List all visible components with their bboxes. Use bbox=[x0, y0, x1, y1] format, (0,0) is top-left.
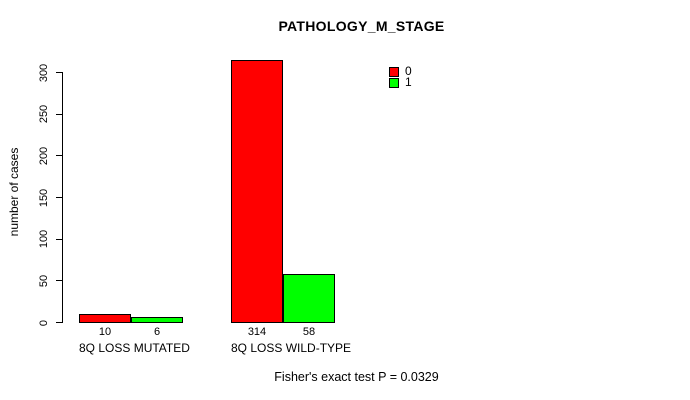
y-axis-label: number of cases bbox=[7, 147, 21, 237]
bar-count-label: 314 bbox=[247, 326, 267, 338]
y-tick bbox=[56, 322, 62, 323]
x-category-label: 8Q LOSS WILD-TYPE bbox=[231, 341, 352, 355]
y-tick bbox=[56, 113, 62, 115]
legend-item: 0 bbox=[389, 64, 412, 78]
y-tick-label: 200 bbox=[38, 146, 50, 166]
y-tick-label: 100 bbox=[38, 229, 50, 249]
stat-annotation: Fisher's exact test P = 0.0329 bbox=[274, 370, 439, 384]
bar-count-label: 6 bbox=[153, 326, 161, 338]
bar-1-0 bbox=[131, 317, 183, 323]
y-tick bbox=[56, 197, 62, 198]
legend-label: 1 bbox=[405, 75, 412, 89]
legend-swatch-icon bbox=[389, 66, 399, 77]
legend-item: 1 bbox=[389, 75, 412, 89]
y-tick-label: 0 bbox=[38, 319, 50, 326]
y-tick bbox=[56, 280, 62, 282]
bar-0-0 bbox=[79, 314, 131, 323]
legend-swatch-icon bbox=[389, 77, 399, 88]
y-tick bbox=[56, 72, 62, 73]
bar-1-1 bbox=[283, 274, 335, 323]
y-tick bbox=[56, 238, 62, 240]
x-category-label: 8Q LOSS MUTATED bbox=[79, 341, 190, 355]
legend-label: 0 bbox=[405, 64, 412, 78]
y-axis bbox=[62, 72, 63, 323]
bar-0-1 bbox=[231, 60, 283, 323]
chart-title: PATHOLOGY_M_STAGE bbox=[278, 18, 445, 34]
bar-count-label: 10 bbox=[98, 326, 112, 338]
y-tick-label: 150 bbox=[38, 188, 50, 207]
bar-count-label: 58 bbox=[302, 326, 316, 338]
y-tick-label: 250 bbox=[38, 104, 50, 124]
y-tick bbox=[56, 155, 62, 157]
y-tick-label: 50 bbox=[38, 274, 50, 287]
y-tick-label: 300 bbox=[38, 63, 50, 82]
